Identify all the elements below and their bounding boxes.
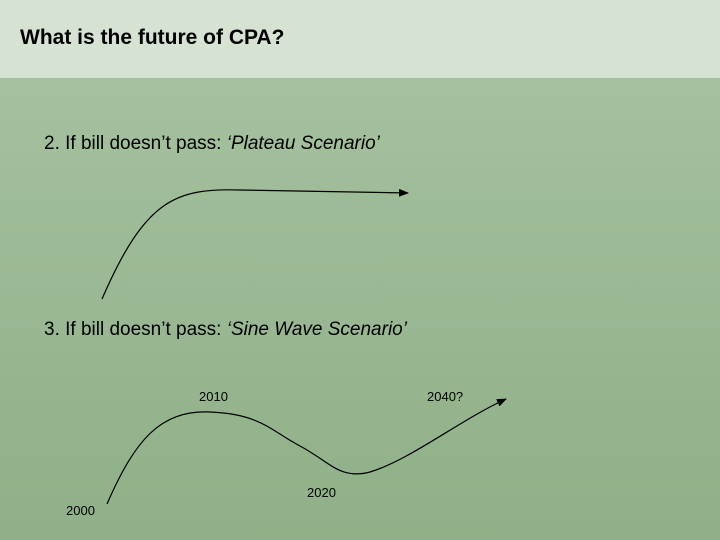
year-label-2010: 2010 xyxy=(199,389,228,404)
bullet-plateau-prefix: 2. If bill doesn’t pass: xyxy=(44,133,227,154)
bullet-sine-prefix: 3. If bill doesn’t pass: xyxy=(44,319,227,340)
plateau-curve xyxy=(101,188,409,300)
year-label-2020: 2020 xyxy=(307,485,336,500)
slide-title: What is the future of CPA? xyxy=(20,26,285,49)
bullet-sine-scenario-name: ‘Sine Wave Scenario’ xyxy=(226,319,407,340)
bullet-plateau-scenario-name: ‘Plateau Scenario’ xyxy=(226,133,380,154)
sine-wave-curve xyxy=(106,398,507,505)
title-bar: What is the future of CPA? xyxy=(0,0,720,78)
year-label-2040: 2040? xyxy=(427,389,464,404)
bullet-sine-wave-scenario: 3. If bill doesn’t pass: ‘Sine Wave Scen… xyxy=(44,319,407,341)
bullet-plateau-scenario: 2. If bill doesn’t pass: ‘Plateau Scenar… xyxy=(44,133,380,155)
year-label-2000: 2000 xyxy=(66,503,95,518)
